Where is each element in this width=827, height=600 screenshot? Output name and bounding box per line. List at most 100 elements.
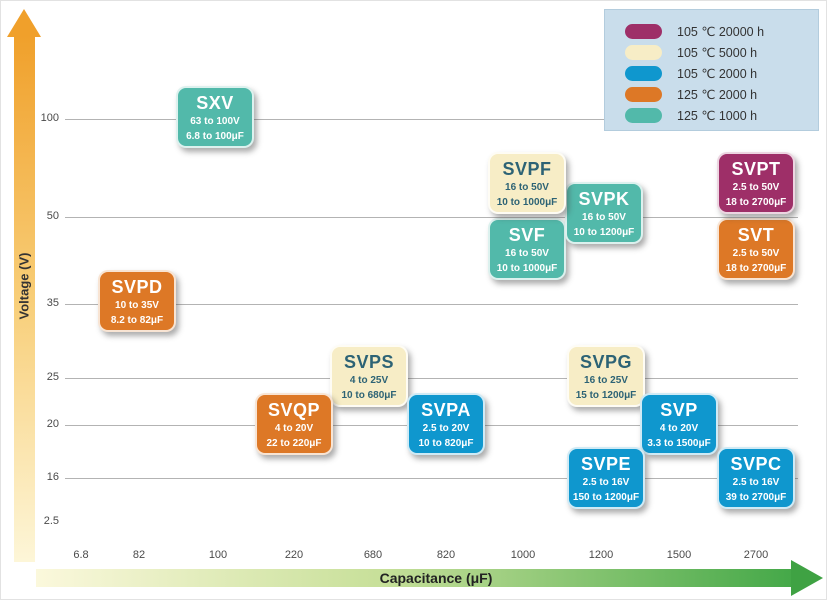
y-tick-label: 2.5 bbox=[43, 515, 59, 527]
legend-label: 105 ℃ 2000 h bbox=[677, 67, 758, 81]
product-box-svqp: SVQP 4 to 20V 22 to 220μF bbox=[255, 393, 333, 455]
x-tick-label: 1000 bbox=[510, 549, 536, 561]
legend-item: 105 ℃ 20000 h bbox=[625, 21, 818, 42]
y-tick-label: 50 bbox=[46, 210, 59, 222]
y-tick-label: 25 bbox=[46, 371, 59, 383]
product-box-svpa: SVPA 2.5 to 20V 10 to 820μF bbox=[407, 393, 485, 455]
product-box-sxv: SXV 63 to 100V 6.8 to 100μF bbox=[176, 86, 254, 148]
legend-label: 105 ℃ 5000 h bbox=[677, 46, 758, 60]
product-voltage-range: 2.5 to 16V bbox=[582, 477, 630, 488]
x-tick-label: 1500 bbox=[666, 549, 692, 561]
product-name: SVPG bbox=[579, 352, 633, 372]
legend-item: 125 ℃ 2000 h bbox=[625, 84, 818, 105]
product-voltage-range: 2.5 to 50V bbox=[732, 248, 780, 259]
product-voltage-range: 4 to 25V bbox=[349, 375, 389, 386]
product-capacitance-range: 39 to 2700μF bbox=[725, 492, 787, 503]
product-voltage-range: 16 to 50V bbox=[582, 212, 626, 223]
product-voltage-range: 16 to 25V bbox=[584, 375, 628, 386]
product-capacitance-range: 6.8 to 100μF bbox=[186, 131, 244, 142]
y-tick-label: 16 bbox=[46, 471, 59, 483]
legend-label: 125 ℃ 1000 h bbox=[677, 109, 758, 123]
product-name: SVPE bbox=[580, 454, 632, 474]
product-box-svpe: SVPE 2.5 to 16V 150 to 1200μF bbox=[567, 447, 645, 509]
product-capacitance-range: 10 to 1000μF bbox=[496, 197, 558, 208]
x-tick-label: 820 bbox=[436, 549, 456, 561]
product-capacitance-range: 10 to 1000μF bbox=[496, 263, 558, 274]
product-name: SVT bbox=[737, 225, 775, 245]
product-box-svp: SVP 4 to 20V 3.3 to 1500μF bbox=[640, 393, 718, 455]
product-voltage-range: 4 to 20V bbox=[274, 423, 314, 434]
gridline-35v bbox=[65, 304, 798, 305]
product-box-svpg: SVPG 16 to 25V 15 to 1200μF bbox=[567, 345, 645, 407]
legend-label: 125 ℃ 2000 h bbox=[677, 88, 758, 102]
product-capacitance-range: 3.3 to 1500μF bbox=[647, 438, 711, 449]
product-name: SXV bbox=[196, 93, 234, 113]
y-axis-arrow-bar bbox=[14, 35, 35, 562]
x-axis-arrow-head-icon bbox=[791, 560, 823, 596]
product-box-svt: SVT 2.5 to 50V 18 to 2700μF bbox=[717, 218, 795, 280]
legend-swatch bbox=[625, 24, 662, 39]
product-capacitance-range: 10 to 680μF bbox=[341, 390, 397, 401]
product-name: SVQP bbox=[267, 400, 321, 420]
product-name: SVPT bbox=[731, 159, 781, 179]
x-tick-label: 2700 bbox=[743, 549, 769, 561]
x-tick-label: 1200 bbox=[588, 549, 614, 561]
legend-item: 105 ℃ 2000 h bbox=[625, 63, 818, 84]
product-box-svpc: SVPC 2.5 to 16V 39 to 2700μF bbox=[717, 447, 795, 509]
x-axis-label: Capacitance (μF) bbox=[379, 570, 493, 586]
product-capacitance-range: 150 to 1200μF bbox=[572, 492, 640, 503]
product-box-svf: SVF 16 to 50V 10 to 1000μF bbox=[488, 218, 566, 280]
product-name: SVPF bbox=[502, 159, 552, 179]
x-tick-label: 220 bbox=[284, 549, 304, 561]
product-box-svpd: SVPD 10 to 35V 8.2 to 82μF bbox=[98, 270, 176, 332]
legend-item: 125 ℃ 1000 h bbox=[625, 105, 818, 126]
x-axis-arrow-bar bbox=[36, 569, 794, 587]
product-voltage-range: 63 to 100V bbox=[190, 116, 240, 127]
product-capacitance-range: 10 to 1200μF bbox=[573, 227, 635, 238]
gridline-16v bbox=[65, 478, 798, 479]
product-box-svpk: SVPK 16 to 50V 10 to 1200μF bbox=[565, 182, 643, 244]
legend: 105 ℃ 20000 h 105 ℃ 5000 h 105 ℃ 2000 h 125… bbox=[604, 9, 819, 131]
x-tick-label: 6.8 bbox=[73, 549, 89, 561]
legend-swatch bbox=[625, 66, 662, 81]
y-axis-arrow-head-icon bbox=[7, 9, 41, 37]
product-name: SVPA bbox=[421, 400, 471, 420]
y-tick-label: 100 bbox=[40, 112, 59, 124]
product-voltage-range: 2.5 to 50V bbox=[732, 182, 780, 193]
product-name: SVPC bbox=[730, 454, 782, 474]
product-name: SVPS bbox=[343, 352, 395, 372]
product-capacitance-range: 8.2 to 82μF bbox=[110, 315, 164, 326]
legend-swatch bbox=[625, 45, 662, 60]
gridline-50v bbox=[65, 217, 798, 218]
product-voltage-range: 16 to 50V bbox=[505, 248, 549, 259]
product-name: SVPD bbox=[111, 277, 163, 297]
x-tick-label: 680 bbox=[363, 549, 383, 561]
product-voltage-range: 4 to 20V bbox=[659, 423, 699, 434]
legend-swatch bbox=[625, 87, 662, 102]
product-voltage-range: 2.5 to 20V bbox=[422, 423, 470, 434]
legend-item: 105 ℃ 5000 h bbox=[625, 42, 818, 63]
x-tick-label: 100 bbox=[208, 549, 228, 561]
product-voltage-range: 2.5 to 16V bbox=[732, 477, 780, 488]
gridline-100v bbox=[65, 119, 798, 120]
product-box-svps: SVPS 4 to 25V 10 to 680μF bbox=[330, 345, 408, 407]
y-axis-label: Voltage (V) bbox=[16, 252, 32, 320]
product-name: SVF bbox=[508, 225, 546, 245]
product-capacitance-range: 18 to 2700μF bbox=[725, 197, 787, 208]
legend-label: 105 ℃ 20000 h bbox=[677, 25, 765, 39]
y-tick-label: 35 bbox=[46, 297, 59, 309]
product-voltage-range: 10 to 35V bbox=[115, 300, 159, 311]
product-capacitance-range: 10 to 820μF bbox=[418, 438, 474, 449]
product-capacitance-range: 15 to 1200μF bbox=[575, 390, 637, 401]
product-name: SVP bbox=[660, 400, 698, 420]
product-capacitance-range: 18 to 2700μF bbox=[725, 263, 787, 274]
product-box-svpt: SVPT 2.5 to 50V 18 to 2700μF bbox=[717, 152, 795, 214]
legend-swatch bbox=[625, 108, 662, 123]
product-voltage-range: 16 to 50V bbox=[505, 182, 549, 193]
y-tick-label: 20 bbox=[46, 418, 59, 430]
product-box-svpf: SVPF 16 to 50V 10 to 1000μF bbox=[488, 152, 566, 214]
product-name: SVPK bbox=[578, 189, 630, 209]
x-tick-label: 82 bbox=[132, 549, 146, 561]
product-capacitance-range: 22 to 220μF bbox=[266, 438, 322, 449]
